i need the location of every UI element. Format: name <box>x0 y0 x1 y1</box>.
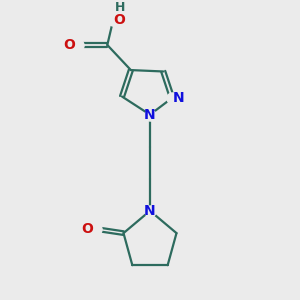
Text: N: N <box>144 204 156 218</box>
Text: H: H <box>115 1 125 14</box>
Text: O: O <box>81 222 93 236</box>
Text: N: N <box>173 91 184 105</box>
Text: N: N <box>144 108 156 122</box>
Text: O: O <box>114 13 126 27</box>
Text: O: O <box>64 38 76 52</box>
